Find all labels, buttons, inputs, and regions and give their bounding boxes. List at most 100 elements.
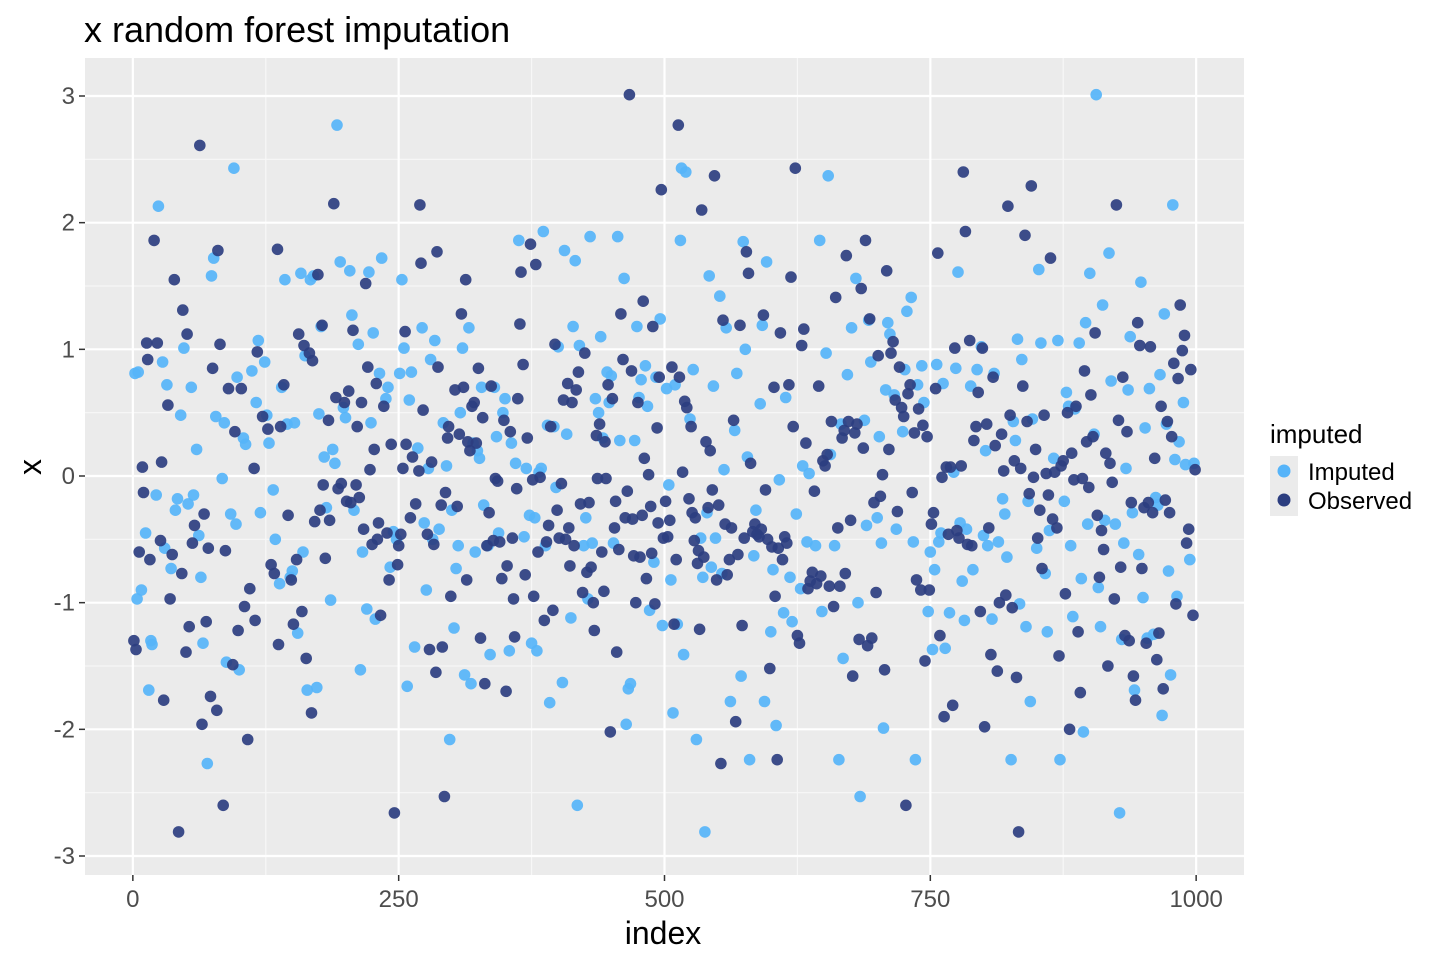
point-observed: [653, 371, 665, 384]
point-observed: [359, 277, 372, 290]
point-imputed: [1105, 375, 1117, 387]
point-observed: [727, 414, 740, 427]
point-imputed: [665, 574, 677, 586]
point-imputed: [1128, 684, 1141, 696]
point-observed: [626, 513, 639, 525]
point-observed: [670, 553, 682, 566]
point-observed: [1176, 344, 1189, 357]
point-observed: [1157, 683, 1169, 695]
point-observed: [417, 404, 429, 416]
point-observed: [421, 528, 434, 541]
point-observed: [823, 580, 836, 592]
point-imputed: [952, 266, 964, 278]
point-observed: [895, 401, 908, 414]
point-observed: [645, 547, 658, 560]
point-observed: [316, 319, 328, 332]
point-imputed: [620, 718, 632, 731]
point-observed: [904, 379, 916, 391]
point-imputed: [1077, 726, 1090, 738]
point-imputed: [171, 493, 184, 505]
point-imputed: [131, 593, 143, 605]
point-observed: [328, 197, 340, 210]
point-imputed: [674, 234, 687, 247]
point-observed: [137, 486, 150, 499]
point-imputed: [981, 539, 994, 552]
point-imputed: [518, 531, 530, 543]
point-observed: [319, 552, 332, 565]
point-imputed: [443, 733, 456, 746]
point-observed: [148, 234, 160, 247]
point-observed: [915, 584, 927, 596]
point-imputed: [356, 546, 369, 558]
point-imputed: [1184, 553, 1196, 566]
point-imputed: [139, 527, 152, 539]
point-observed: [506, 532, 519, 544]
point-observed: [219, 544, 232, 557]
y-tick-label: -1: [54, 590, 75, 617]
point-observed: [491, 475, 504, 487]
point-observed: [921, 430, 933, 443]
point-observed: [1097, 543, 1110, 556]
point-observed: [483, 506, 495, 519]
point-observed: [579, 347, 591, 359]
point-imputed: [258, 356, 271, 368]
point-imputed: [999, 508, 1011, 520]
point-imputed: [986, 613, 998, 625]
point-observed: [815, 570, 827, 582]
point-imputed: [790, 508, 803, 520]
point-observed: [385, 438, 398, 451]
point-observed: [953, 532, 965, 544]
point-imputed: [334, 256, 347, 268]
point-observed: [1165, 430, 1178, 443]
point-observed: [638, 452, 651, 465]
point-imputed: [344, 265, 356, 277]
point-observed: [1017, 380, 1029, 392]
point-observed: [838, 424, 850, 437]
point-observed: [1163, 506, 1176, 519]
point-observed: [1182, 523, 1195, 535]
point-observed: [362, 361, 374, 373]
point-observed: [590, 429, 603, 442]
point-imputed: [178, 342, 190, 354]
point-imputed: [1118, 537, 1130, 549]
point-observed: [515, 266, 527, 278]
point-observed: [157, 694, 170, 706]
point-observed: [372, 517, 385, 529]
point-imputed: [448, 622, 460, 634]
point-observed: [1065, 447, 1078, 460]
point-observed: [391, 558, 404, 571]
point-imputed: [230, 518, 242, 530]
point-observed: [1083, 481, 1095, 494]
point-observed: [968, 434, 980, 447]
point-imputed: [193, 529, 205, 542]
point-imputed: [1143, 382, 1156, 395]
point-imputed: [396, 273, 408, 286]
point-observed: [425, 456, 438, 468]
point-observed: [704, 444, 716, 457]
point-observed: [863, 313, 876, 325]
point-observed: [479, 677, 491, 690]
point-observed: [423, 643, 436, 656]
point-observed: [527, 590, 540, 603]
point-observed: [532, 546, 544, 558]
point-observed: [993, 596, 1006, 609]
point-observed: [740, 246, 753, 258]
point-observed: [451, 500, 464, 513]
point-observed: [925, 518, 938, 530]
point-observed: [957, 166, 970, 178]
point-observed: [769, 590, 781, 603]
point-imputed: [943, 607, 956, 619]
point-observed: [689, 512, 702, 524]
point-imputed: [837, 652, 849, 665]
point-observed: [742, 267, 755, 280]
point-observed: [927, 506, 940, 519]
point-observed: [1142, 496, 1155, 509]
point-observed: [460, 574, 473, 586]
point-imputed: [250, 396, 262, 409]
point-observed: [1180, 537, 1193, 549]
x-axis-label: index: [625, 915, 702, 951]
point-imputed: [618, 272, 630, 285]
point-imputed: [833, 753, 845, 766]
point-imputed: [1113, 807, 1126, 819]
point-observed: [857, 442, 870, 454]
